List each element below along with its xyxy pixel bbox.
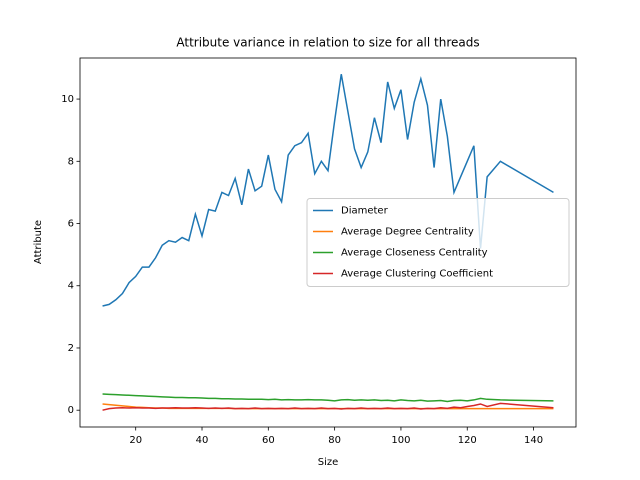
legend-label: Average Clustering Coefficient xyxy=(341,269,493,280)
x-axis-label: Size xyxy=(318,457,339,468)
chart-title: Attribute variance in relation to size f… xyxy=(176,36,479,50)
legend-box xyxy=(306,198,570,287)
series-line xyxy=(102,393,554,403)
x-tick-label: 60 xyxy=(262,435,275,446)
y-tick-label: 8 xyxy=(68,156,74,167)
legend-label: Average Degree Centrality xyxy=(341,227,474,238)
y-tick-label: 0 xyxy=(68,405,74,416)
x-tick-label: 120 xyxy=(458,435,477,446)
x-tick-label: 20 xyxy=(129,435,142,446)
x-tick-label: 80 xyxy=(328,435,341,446)
x-tick-label: 140 xyxy=(524,435,543,446)
legend: Diameter Average Degree Centrality Average… xyxy=(306,198,570,287)
y-tick-label: 4 xyxy=(68,281,74,292)
x-tick-label: 40 xyxy=(196,435,209,446)
y-tick-label: 2 xyxy=(68,343,74,354)
y-axis-label: Attribute xyxy=(33,220,44,264)
y-tick-label: 10 xyxy=(61,94,74,105)
y-tick-label: 6 xyxy=(68,219,74,230)
plot-frame xyxy=(79,57,577,428)
series-line xyxy=(102,74,554,307)
legend-label: Average Closeness Centrality xyxy=(341,248,488,259)
series-line xyxy=(102,402,554,411)
legend-label: Diameter xyxy=(341,206,389,217)
x-tick-label: 100 xyxy=(391,435,410,446)
